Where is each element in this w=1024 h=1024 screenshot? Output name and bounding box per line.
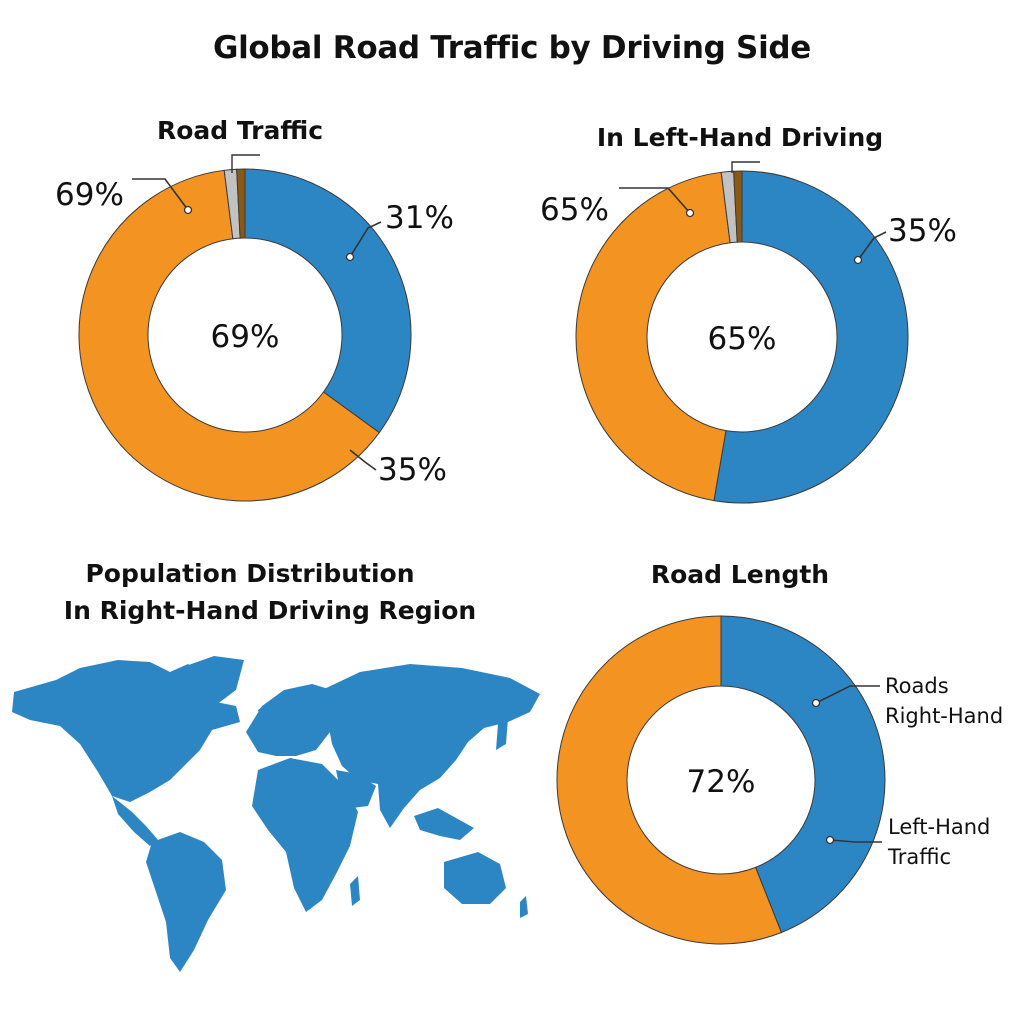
africa-shape — [252, 758, 358, 912]
donut2-slice-2 — [575, 171, 731, 502]
chart3-title: Road Length — [650, 560, 830, 589]
donut2-slice-1 — [713, 170, 909, 504]
india-shape — [378, 784, 404, 828]
donut3-label-1: Right-Hand — [885, 704, 1003, 728]
australia-shape — [444, 852, 506, 904]
asia-shape — [322, 664, 540, 808]
donut1-leader-4 — [231, 154, 260, 173]
map-title-line1: Population Distribution — [85, 559, 415, 588]
donut-chart-1: 69% — [78, 168, 412, 502]
donut1-label-3: 35% — [378, 452, 447, 488]
donut1-leader-3 — [349, 449, 377, 471]
donut2-center-label: 65% — [708, 321, 777, 357]
donut1-slice-1 — [244, 168, 412, 434]
new-zealand-shape — [520, 896, 528, 918]
japan-shape — [496, 718, 508, 750]
donut3-leader-dot-1 — [811, 698, 821, 708]
donut3-leader-2 — [829, 839, 882, 843]
chart2-title: In Left-Hand Driving — [596, 123, 884, 152]
donut1-leader-2 — [349, 221, 382, 258]
donut3-label-2: Traffic — [887, 845, 951, 869]
donut2-label-2: 35% — [888, 213, 957, 249]
donut3-slice-2 — [556, 615, 783, 945]
donut3-label-2: Left-Hand — [888, 815, 990, 839]
donut3-center-label: 72% — [687, 764, 756, 800]
donut3-slice-1 — [720, 615, 886, 934]
donut-chart-2: 65% — [575, 170, 909, 504]
donut3-leader-dot-2 — [825, 835, 835, 845]
middle-east-shape — [336, 770, 376, 808]
map-title-line2: In Right-Hand Driving Region — [63, 596, 477, 625]
donut-chart-3: 72% — [556, 615, 886, 945]
donut1-leader-dot-1 — [183, 205, 193, 215]
world-map — [12, 656, 540, 972]
donut3-label-1: Roads — [885, 674, 949, 698]
donut1-leader-1 — [132, 178, 189, 211]
north-america-shape — [12, 660, 240, 802]
uk-shape — [258, 702, 272, 724]
europe-shape — [246, 684, 340, 756]
donut2-leader-3 — [731, 161, 760, 173]
madagascar-shape — [350, 876, 360, 906]
donut2-leader-1 — [619, 187, 691, 214]
donut2-leader-dot-1 — [685, 208, 695, 218]
south-america-shape — [146, 832, 226, 972]
donut1-slice-2 — [78, 169, 380, 502]
donut1-center-label: 69% — [211, 319, 280, 355]
donut3-leader-1 — [815, 685, 880, 704]
donut1-leader-dot-2 — [345, 252, 355, 262]
donut1-slice-4 — [236, 168, 246, 239]
central-america-shape — [112, 796, 158, 846]
donut2-leader-dot-2 — [853, 255, 863, 265]
donut1-label-1: 69% — [55, 177, 124, 213]
chart1-title: Road Traffic — [156, 116, 324, 145]
greenland-shape — [180, 656, 244, 708]
main-title: Global Road Traffic by Driving Side — [212, 30, 812, 66]
donut1-label-2: 31% — [385, 200, 454, 236]
donut2-label-1: 65% — [540, 192, 609, 228]
donut2-slice-4 — [733, 170, 743, 243]
donut2-leader-2 — [857, 231, 887, 261]
se-asia-shape — [414, 808, 474, 840]
